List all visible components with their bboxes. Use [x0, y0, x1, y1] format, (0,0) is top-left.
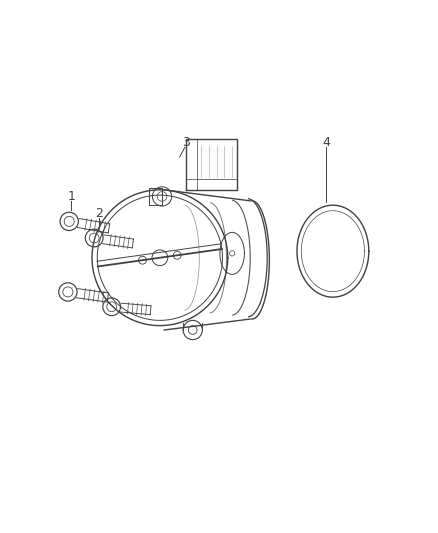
Text: 1: 1	[68, 190, 76, 203]
Text: 4: 4	[323, 136, 331, 149]
Text: 2: 2	[95, 207, 103, 220]
Text: 3: 3	[182, 136, 190, 149]
